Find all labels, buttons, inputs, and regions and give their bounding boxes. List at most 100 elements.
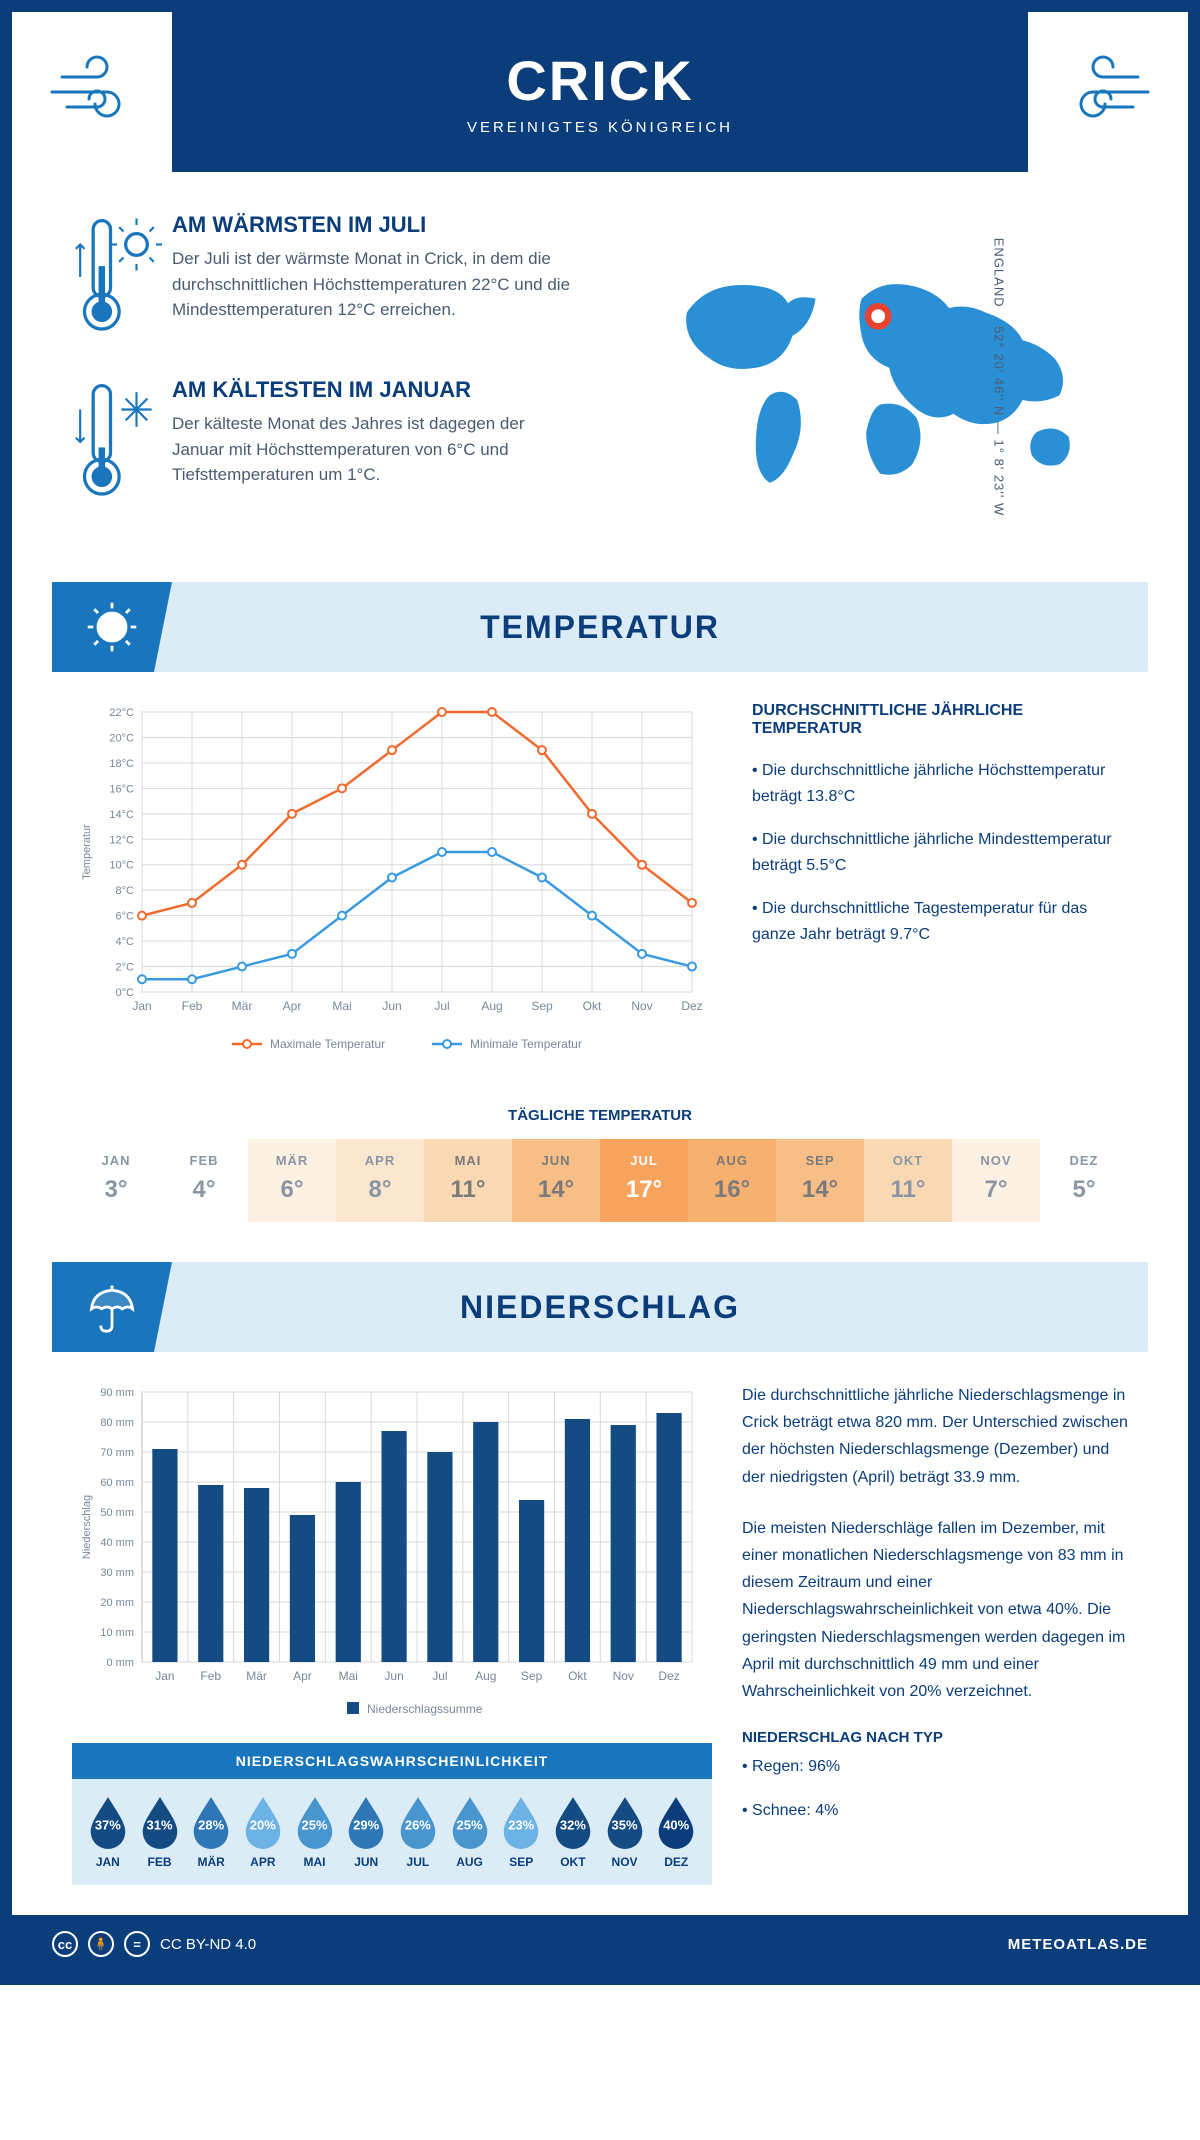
cold-heading: AM KÄLTESTEN IM JANUAR — [172, 377, 572, 403]
svg-text:Minimale Temperatur: Minimale Temperatur — [470, 1037, 582, 1051]
coordinates: ENGLAND 52° 20' 46'' N — 1° 8' 23'' W — [991, 238, 1006, 516]
svg-text:70 mm: 70 mm — [100, 1447, 134, 1459]
prob-drop: 40%DEZ — [650, 1795, 702, 1869]
precip-type-bullet: • Schnee: 4% — [742, 1798, 1128, 1824]
svg-text:10 mm: 10 mm — [100, 1627, 134, 1639]
cold-text: Der kälteste Monat des Jahres ist dagege… — [172, 411, 572, 488]
svg-text:Jan: Jan — [155, 1669, 174, 1683]
svg-text:80 mm: 80 mm — [100, 1417, 134, 1429]
thermometer-snow-icon — [72, 377, 172, 512]
svg-text:Nov: Nov — [613, 1669, 634, 1683]
svg-text:Apr: Apr — [283, 999, 302, 1013]
temp-cell: OKT11° — [864, 1139, 952, 1222]
svg-text:Jul: Jul — [432, 1669, 447, 1683]
svg-text:Feb: Feb — [200, 1669, 221, 1683]
temp-bullet: • Die durchschnittliche Tagestemperatur … — [752, 896, 1128, 947]
precip-type-bullet: • Regen: 96% — [742, 1754, 1128, 1780]
precip-para-1: Die durchschnittliche jährliche Niedersc… — [742, 1382, 1128, 1491]
daily-temp-table: JAN3°FEB4°MÄR6°APR8°MAI11°JUN14°JUL17°AU… — [72, 1139, 1128, 1222]
prob-drop: 29%JUN — [340, 1795, 392, 1869]
svg-text:Mai: Mai — [339, 1669, 358, 1683]
temperature-title: TEMPERATUR — [480, 609, 720, 646]
header: CRICK VEREINIGTES KÖNIGREICH — [12, 12, 1188, 172]
intro-section: AM WÄRMSTEN IM JULI Der Juli ist der wär… — [12, 172, 1188, 562]
svg-text:Jul: Jul — [434, 999, 449, 1013]
svg-text:Maximale Temperatur: Maximale Temperatur — [270, 1037, 385, 1051]
svg-text:Dez: Dez — [681, 999, 702, 1013]
svg-text:50 mm: 50 mm — [100, 1507, 134, 1519]
svg-text:0°C: 0°C — [116, 987, 135, 999]
svg-text:0 mm: 0 mm — [107, 1657, 135, 1669]
temp-cell: APR8° — [336, 1139, 424, 1222]
precip-bar-chart: 0 mm 10 mm 20 mm 30 mm 40 mm 50 mm 60 mm 70 mm 8… — [72, 1382, 712, 1722]
prob-drop: 32%OKT — [547, 1795, 599, 1869]
svg-text:40 mm: 40 mm — [100, 1537, 134, 1549]
svg-text:Jan: Jan — [132, 999, 151, 1013]
umbrella-icon — [52, 1262, 172, 1352]
svg-text:4°C: 4°C — [116, 936, 135, 948]
svg-text:Temperatur: Temperatur — [81, 824, 93, 880]
prob-drop: 28%MÄR — [185, 1795, 237, 1869]
prob-drop: 37%JAN — [82, 1795, 134, 1869]
svg-text:10°C: 10°C — [109, 860, 134, 872]
by-icon: 🧍 — [88, 1931, 114, 1957]
temp-cell: JAN3° — [72, 1139, 160, 1222]
svg-text:Okt: Okt — [583, 999, 602, 1013]
svg-text:Jun: Jun — [382, 999, 401, 1013]
svg-text:Mai: Mai — [332, 999, 351, 1013]
prob-drop: 26%JUL — [392, 1795, 444, 1869]
prob-drop: 23%SEP — [495, 1795, 547, 1869]
cc-icon: cc — [52, 1931, 78, 1957]
svg-text:Sep: Sep — [531, 999, 553, 1013]
warm-text: Der Juli ist der wärmste Monat in Crick,… — [172, 246, 572, 323]
svg-text:Mär: Mär — [246, 1669, 267, 1683]
svg-text:Aug: Aug — [475, 1669, 496, 1683]
prob-drop: 31%FEB — [134, 1795, 186, 1869]
svg-text:Sep: Sep — [521, 1669, 543, 1683]
daily-temp-title: TÄGLICHE TEMPERATUR — [12, 1107, 1188, 1124]
svg-text:12°C: 12°C — [109, 834, 134, 846]
temp-cell: NOV7° — [952, 1139, 1040, 1222]
svg-text:Aug: Aug — [481, 999, 502, 1013]
temp-cell: FEB4° — [160, 1139, 248, 1222]
temp-bullet: • Die durchschnittliche jährliche Mindes… — [752, 827, 1128, 878]
svg-text:Dez: Dez — [658, 1669, 679, 1683]
temp-bullet: • Die durchschnittliche jährliche Höchst… — [752, 758, 1128, 809]
svg-text:30 mm: 30 mm — [100, 1567, 134, 1579]
wind-icon-left — [12, 12, 172, 172]
temp-cell: SEP14° — [776, 1139, 864, 1222]
svg-text:8°C: 8°C — [116, 885, 135, 897]
svg-text:60 mm: 60 mm — [100, 1477, 134, 1489]
temp-cell: JUL17° — [600, 1139, 688, 1222]
precip-para-2: Die meisten Niederschläge fallen im Deze… — [742, 1515, 1128, 1705]
temp-cell: MAI11° — [424, 1139, 512, 1222]
svg-text:Jun: Jun — [384, 1669, 403, 1683]
svg-text:20 mm: 20 mm — [100, 1597, 134, 1609]
svg-text:Niederschlag: Niederschlag — [81, 1495, 93, 1559]
svg-text:Nov: Nov — [631, 999, 652, 1013]
svg-text:18°C: 18°C — [109, 758, 134, 770]
svg-text:Apr: Apr — [293, 1669, 312, 1683]
sun-icon — [52, 582, 172, 672]
warm-block: AM WÄRMSTEN IM JULI Der Juli ist der wär… — [72, 212, 632, 347]
page-title: CRICK — [467, 48, 733, 113]
svg-text:2°C: 2°C — [116, 962, 135, 974]
svg-text:22°C: 22°C — [109, 707, 134, 719]
precip-title: NIEDERSCHLAG — [460, 1289, 740, 1326]
world-map: ENGLAND 52° 20' 46'' N — 1° 8' 23'' W — [632, 212, 1128, 542]
temperature-banner: TEMPERATUR — [52, 582, 1148, 672]
prob-drop: 25%AUG — [444, 1795, 496, 1869]
temp-cell: JUN14° — [512, 1139, 600, 1222]
svg-text:20°C: 20°C — [109, 732, 134, 744]
thermometer-sun-icon — [72, 212, 172, 347]
precip-banner: NIEDERSCHLAG — [52, 1262, 1148, 1352]
svg-text:Niederschlagssumme: Niederschlagssumme — [367, 1702, 483, 1716]
svg-text:90 mm: 90 mm — [100, 1387, 134, 1399]
temp-cell: AUG16° — [688, 1139, 776, 1222]
warm-heading: AM WÄRMSTEN IM JULI — [172, 212, 572, 238]
prob-drop: 35%NOV — [599, 1795, 651, 1869]
svg-text:Feb: Feb — [182, 999, 203, 1013]
precip-type-heading: NIEDERSCHLAG NACH TYP — [742, 1729, 1128, 1746]
prob-drop: 25%MAI — [289, 1795, 341, 1869]
temp-cell: DEZ5° — [1040, 1139, 1128, 1222]
